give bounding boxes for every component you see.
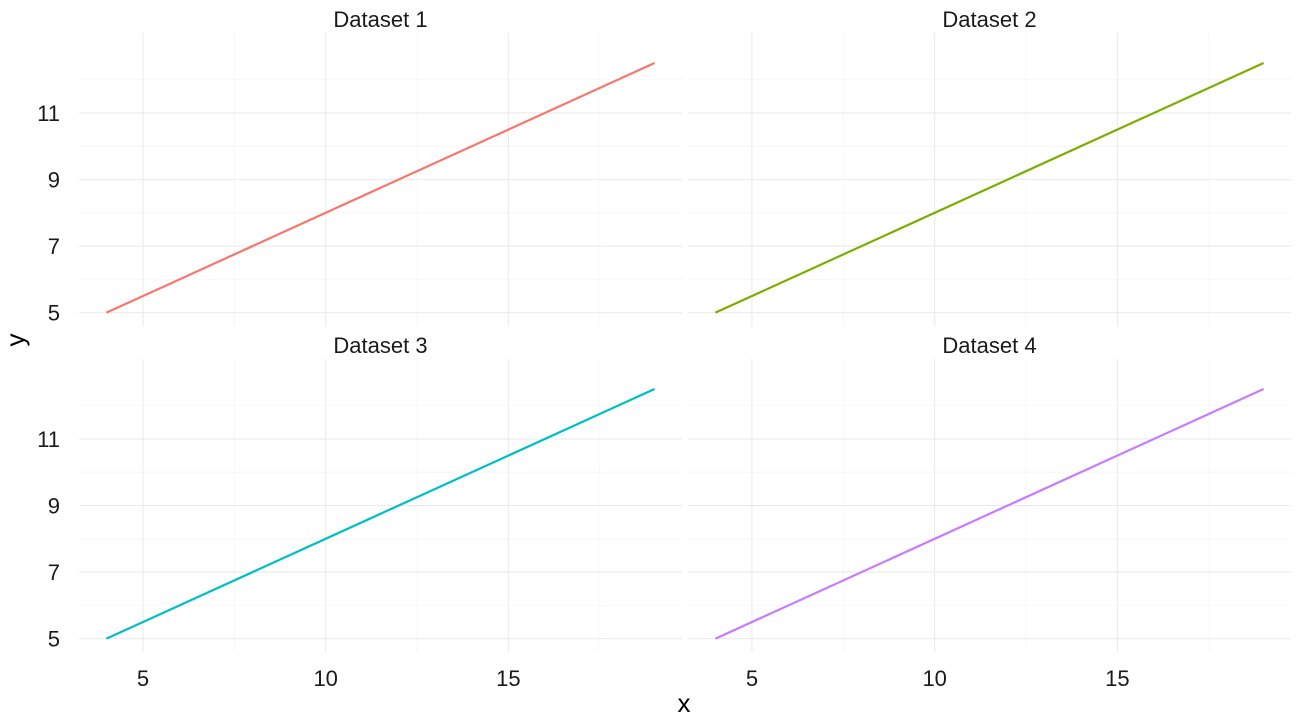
panel-1-y-tick-label-11: 11 bbox=[37, 101, 60, 126]
panel-3-x-tick-label-15: 15 bbox=[496, 666, 520, 691]
panel-4-x-tick-label-15: 15 bbox=[1105, 666, 1129, 691]
panel-1-y-tick-label-9: 9 bbox=[48, 168, 60, 193]
panel-2-series-line bbox=[714, 61, 1265, 314]
panel-3-x-tick-label-10: 10 bbox=[313, 666, 337, 691]
x-axis-title: x bbox=[678, 688, 691, 718]
panel-1-y-tick-label-5: 5 bbox=[48, 301, 60, 326]
panel-1-series-line bbox=[105, 61, 656, 314]
y-axis-title: y bbox=[0, 334, 30, 347]
panel-3-series-line bbox=[105, 387, 656, 640]
panel-1-y-tick-label-7: 7 bbox=[48, 234, 60, 259]
panel-3-y-tick-label-7: 7 bbox=[48, 560, 60, 585]
panel-3-y-tick-label-5: 5 bbox=[48, 627, 60, 652]
panel-2-title: Dataset 2 bbox=[942, 7, 1036, 32]
panel-3-x-tick-label-5: 5 bbox=[137, 666, 149, 691]
panel-3-y-tick-label-9: 9 bbox=[48, 494, 60, 519]
panel-4-title: Dataset 4 bbox=[942, 333, 1036, 358]
panel-4-series-line bbox=[714, 387, 1265, 640]
panel-4-x-tick-label-5: 5 bbox=[746, 666, 758, 691]
panel-3-title: Dataset 3 bbox=[333, 333, 427, 358]
panel-1-title: Dataset 1 bbox=[333, 7, 427, 32]
panel-4-x-tick-label-10: 10 bbox=[922, 666, 946, 691]
panel-3-y-tick-label-11: 11 bbox=[37, 427, 60, 452]
